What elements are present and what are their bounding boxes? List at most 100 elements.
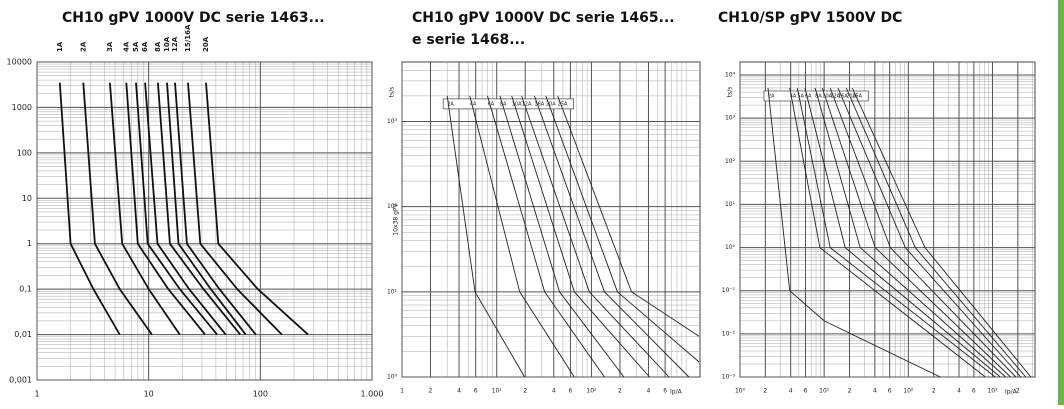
curve [166, 82, 247, 336]
curve [829, 87, 1017, 378]
x-tick-label: 4 [647, 388, 651, 395]
x-tick-label: 6 [474, 388, 478, 395]
x-tick-label: 4 [457, 388, 461, 395]
y-tick-label: 10⁻³ [722, 374, 736, 381]
chart-title: CH10 gPV 1000V DC serie 1465... [412, 10, 675, 26]
curve [157, 82, 241, 336]
y-tick-label: 10² [387, 203, 398, 210]
curve [557, 95, 700, 337]
y-axis-label: ts/s [389, 87, 396, 98]
x-tick-label: 6 [569, 388, 573, 395]
curve [814, 87, 1006, 378]
y-tick-label: 10⁰ [387, 374, 398, 381]
curve [125, 82, 206, 336]
curve [109, 82, 181, 336]
series-label: 2A [447, 101, 454, 107]
series-label: 4A [790, 93, 797, 99]
y-tick-label: 10 [22, 194, 32, 203]
series-label: 12A [171, 36, 179, 52]
x-tick-label: 2 [618, 388, 622, 395]
curve [521, 95, 670, 378]
series-label: 20A [202, 36, 210, 52]
series-label: 16A [534, 101, 544, 107]
series-label: 6A [805, 93, 812, 99]
series-label: 4A [122, 41, 130, 52]
y-tick-label: 100 [17, 148, 32, 157]
x-tick-label: 4 [552, 388, 556, 395]
x-tick-label: 10² [586, 388, 597, 395]
curve [821, 87, 1011, 378]
y-tick-label: 10⁴ [725, 71, 736, 78]
x-tick-label: 10¹ [492, 388, 503, 395]
series-label: 2A [79, 41, 87, 52]
x-tick-label: 4 [789, 388, 793, 395]
curve [144, 82, 227, 336]
series-label: 1A [56, 41, 64, 52]
x-tick-label: 2 [1016, 388, 1020, 395]
x-tick-label: 1 [34, 390, 39, 399]
curve [845, 87, 1027, 378]
x-tick-label: 10² [903, 388, 914, 395]
y-tick-label: 10³ [387, 118, 398, 125]
y-tick-label: 10⁻² [722, 330, 736, 337]
series-label: 10A [512, 101, 522, 107]
x-tick-label: 4 [873, 388, 877, 395]
x-axis-label: Ip/A [1005, 389, 1018, 396]
curve [487, 95, 605, 378]
x-tick-label: 2 [523, 388, 527, 395]
y-tick-label: 1000 [12, 103, 32, 112]
x-tick-label: 10¹ [819, 388, 830, 395]
x-tick-label: 2 [848, 388, 852, 395]
curve [804, 87, 1001, 378]
y-tick-label: 0,001 [9, 376, 32, 385]
x-tick-label: 10⁰ [735, 388, 746, 395]
chart-title: CH10/SP gPV 1500V DC [718, 10, 902, 26]
y-tick-label: 10³ [725, 115, 736, 122]
y-axis-label: ts/s [727, 87, 734, 98]
curve [511, 95, 650, 378]
x-tick-label: 6 [663, 388, 667, 395]
series-label: 25A [558, 101, 568, 107]
series-label: 4A [470, 101, 477, 107]
curve [837, 87, 1022, 378]
series-label: 6A [488, 101, 495, 107]
x-tick-label: 6 [804, 388, 808, 395]
x-tick-label: 2 [932, 388, 936, 395]
series-label: 3A [106, 41, 114, 52]
series-label: 12A [830, 93, 840, 99]
curve [135, 82, 218, 336]
series-label: 8A [815, 93, 822, 99]
series-label: 8A [154, 41, 162, 52]
series-label: 2A [768, 93, 775, 99]
side-strip [1058, 0, 1064, 405]
y-tick-label: 0,01 [14, 330, 32, 339]
curve [851, 87, 1032, 378]
curve [469, 95, 575, 378]
y-tick-label: 10000 [7, 58, 32, 67]
y-tick-label: 10¹ [725, 201, 736, 208]
curve [58, 82, 121, 336]
x-tick-label: 6 [972, 388, 976, 395]
series-label: 15/16A [184, 24, 192, 52]
curve [446, 95, 525, 378]
series-label: 16A [838, 93, 848, 99]
x-axis-label: Ip/A [670, 389, 683, 396]
chart-title: CH10 gPV 1000V DC serie 1463... [62, 10, 325, 26]
y-tick-label: 10⁻¹ [722, 287, 736, 294]
x-tick-label: 1 [400, 388, 404, 395]
curve [767, 87, 941, 378]
series-label: 6A [141, 41, 149, 52]
series-label: 20A [846, 93, 856, 99]
series-label: 5A [797, 93, 804, 99]
series-label: 12A [522, 101, 532, 107]
series-label: 10A [822, 93, 832, 99]
y-tick-label: 10⁰ [725, 244, 736, 251]
x-tick-label: 10³ [987, 388, 998, 395]
chart-subtitle: e serie 1468... [412, 32, 525, 48]
x-tick-label: 10 [144, 390, 154, 399]
y-tick-label: 0,1 [19, 285, 32, 294]
x-tick-label: 2 [763, 388, 767, 395]
y-tick-label: 10¹ [387, 288, 398, 295]
curve [789, 87, 986, 378]
y-tick-label: 1 [27, 239, 32, 248]
